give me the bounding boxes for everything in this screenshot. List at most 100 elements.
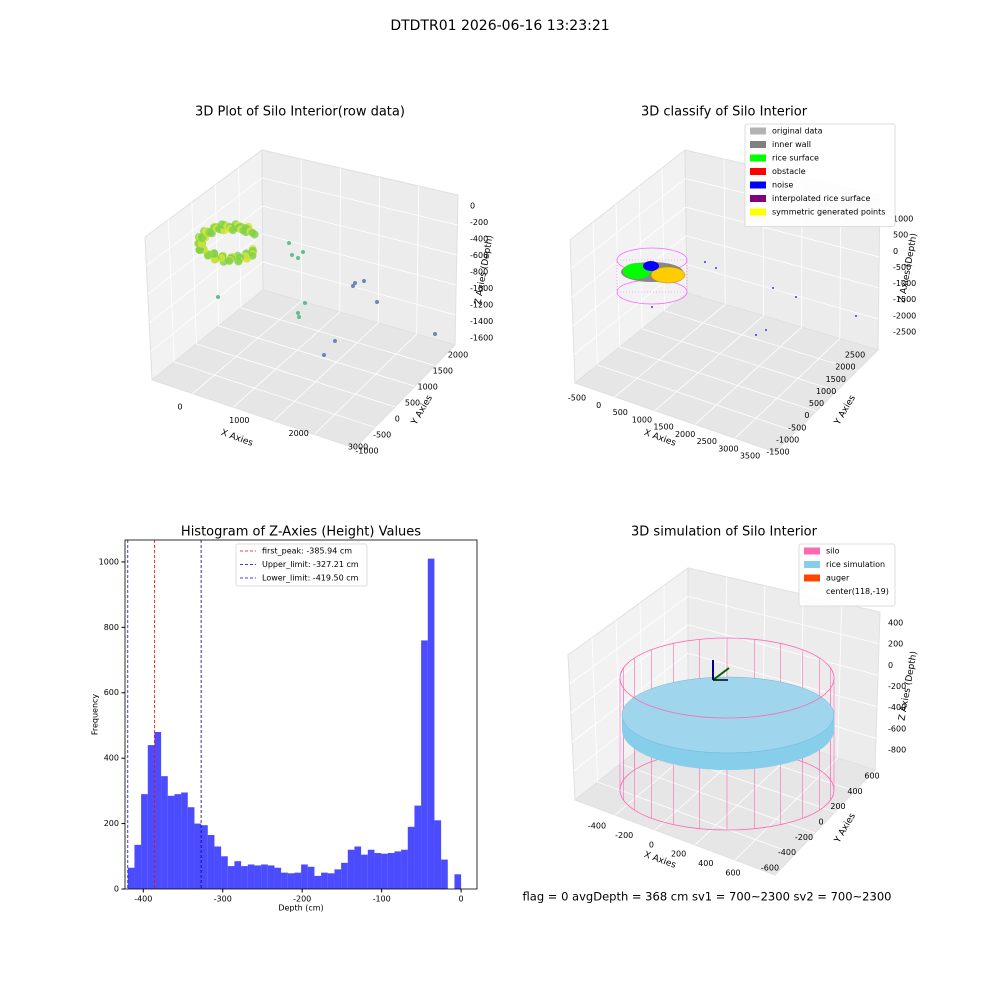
legend-swatch bbox=[750, 208, 766, 216]
grid-line bbox=[146, 177, 458, 266]
legend-label: noise bbox=[772, 181, 793, 190]
sparse-point bbox=[301, 250, 305, 254]
bar bbox=[147, 745, 155, 889]
plot-frame bbox=[124, 539, 478, 890]
grid-line bbox=[191, 202, 396, 408]
grid-line bbox=[314, 185, 420, 435]
bar bbox=[414, 805, 422, 889]
y-tick-label: 0 bbox=[114, 885, 119, 894]
y-tick-label: 0 bbox=[818, 818, 823, 827]
chart-title: Histogram of Z-Axies (Height) Values bbox=[181, 525, 421, 540]
cloud-point bbox=[234, 257, 243, 266]
grid-line bbox=[734, 603, 842, 861]
x-tick-label: 1000 bbox=[229, 416, 249, 425]
x-tick-label: 1500 bbox=[653, 423, 673, 432]
bar bbox=[154, 731, 162, 889]
chart-title: 3D Plot of Silo Interior(row data) bbox=[195, 105, 405, 120]
sparse-point bbox=[433, 332, 437, 336]
legend-label: interpolated rice surface bbox=[772, 194, 870, 203]
grid-line bbox=[147, 205, 457, 295]
legend-box bbox=[235, 543, 368, 587]
bar bbox=[347, 849, 355, 889]
z-tick-label: -800 bbox=[470, 268, 488, 277]
cloud-point bbox=[250, 230, 259, 239]
pane-floor bbox=[573, 292, 879, 453]
bar bbox=[134, 844, 142, 889]
bar bbox=[401, 849, 408, 889]
x-tick-label: -200 bbox=[615, 831, 633, 840]
sparse-point bbox=[290, 253, 294, 257]
legend-swatch bbox=[750, 127, 766, 135]
noise-point bbox=[704, 261, 706, 263]
bar bbox=[174, 794, 182, 889]
legend-label: Lower_limit: -419.50 cm bbox=[262, 574, 359, 583]
legend-label: symmetric generated points bbox=[772, 208, 885, 217]
y-tick-label: 400 bbox=[847, 787, 862, 796]
y-tick-label: 1500 bbox=[433, 367, 453, 376]
legend-swatch bbox=[804, 561, 820, 568]
rice-surface bbox=[621, 676, 835, 754]
z-tick-label: -2000 bbox=[893, 311, 916, 320]
grid-line bbox=[148, 233, 457, 324]
bar bbox=[441, 859, 448, 889]
x-tick-label: 2000 bbox=[288, 429, 308, 438]
noise-point bbox=[772, 287, 774, 289]
bar bbox=[127, 867, 135, 889]
bar bbox=[381, 853, 388, 889]
legend-label: rice simulation bbox=[826, 560, 885, 569]
grid-line bbox=[168, 219, 376, 428]
y-tick-label: 2500 bbox=[845, 351, 865, 360]
sparse-point bbox=[296, 256, 300, 260]
point-cloud bbox=[194, 220, 437, 357]
grid-line bbox=[694, 176, 803, 425]
legend-label: center(118,-19) bbox=[826, 587, 889, 596]
grid-line bbox=[570, 624, 879, 714]
z-tick-label: -600 bbox=[470, 251, 488, 260]
grid-line bbox=[238, 167, 436, 366]
y-tick-label: 400 bbox=[104, 754, 119, 763]
y-tick-label: -600 bbox=[761, 864, 779, 873]
bar bbox=[387, 853, 395, 889]
x-axis-label: Depth (cm) bbox=[278, 904, 323, 913]
y-tick-label: -500 bbox=[373, 431, 391, 440]
z-tick-label: 500 bbox=[893, 231, 908, 240]
x-tick-label: -400 bbox=[588, 822, 606, 831]
x-tick-label: 200 bbox=[671, 850, 686, 859]
cloud-point bbox=[197, 239, 206, 248]
legend-label: inner wall bbox=[772, 140, 811, 149]
z-tick-label: -800 bbox=[888, 746, 906, 755]
pane-floor bbox=[150, 289, 456, 449]
legend-label: obstacle bbox=[772, 167, 806, 176]
legend-swatch bbox=[804, 547, 820, 555]
noise-point bbox=[855, 315, 857, 317]
z-tick-label: 0 bbox=[893, 247, 898, 256]
grid-line bbox=[614, 158, 726, 398]
z-tick-label: -1400 bbox=[470, 317, 493, 326]
z-tick-label: -600 bbox=[888, 724, 906, 733]
bar bbox=[274, 867, 282, 889]
z-tick-label: -200 bbox=[888, 682, 906, 691]
sparse-point bbox=[216, 295, 220, 299]
y-tick-label: 1000 bbox=[417, 383, 437, 392]
x-tick-label: 3500 bbox=[740, 452, 760, 461]
grid-line bbox=[571, 652, 878, 743]
sparse-point bbox=[303, 301, 307, 305]
bar bbox=[287, 873, 295, 889]
z-tick-label: 0 bbox=[888, 661, 893, 670]
bar bbox=[427, 558, 435, 889]
z-tick-label: -1600 bbox=[470, 334, 493, 343]
z-tick-label: -2500 bbox=[893, 328, 916, 337]
z-tick-label: 400 bbox=[888, 619, 903, 628]
sparse-point bbox=[333, 339, 337, 343]
legend-swatch bbox=[804, 574, 820, 582]
legend-label: original data bbox=[772, 127, 823, 136]
bar bbox=[307, 866, 315, 889]
legend-box bbox=[744, 123, 896, 227]
bar bbox=[321, 872, 328, 889]
bar bbox=[261, 864, 268, 889]
bar bbox=[214, 846, 222, 889]
bar bbox=[161, 776, 168, 889]
x-tick-label: 400 bbox=[698, 859, 713, 868]
z-tick-label: 200 bbox=[888, 640, 903, 649]
